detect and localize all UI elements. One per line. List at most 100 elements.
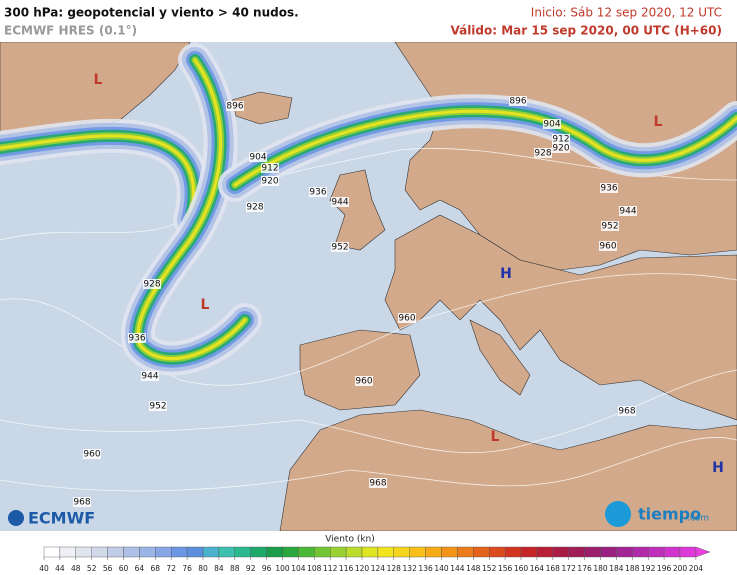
contour-label: 928 xyxy=(143,280,160,290)
legend-swatch xyxy=(489,546,506,558)
legend-tick-label: 80 xyxy=(198,564,208,573)
legend-swatch xyxy=(234,546,251,558)
logo-tiempo: tiempo .com xyxy=(605,501,709,527)
legend-tick-label: 144 xyxy=(450,564,465,573)
legend-tick-label: 140 xyxy=(434,564,449,573)
contour-label-bg xyxy=(599,241,617,251)
legend-swatch xyxy=(250,546,267,558)
legend-tick-label: 180 xyxy=(593,564,608,573)
legend-tick-label: 132 xyxy=(403,564,418,573)
logo-icon xyxy=(605,501,631,527)
legend-tick-label: 160 xyxy=(514,564,529,573)
pressure-center: L xyxy=(94,72,103,88)
legend-tick-label: 68 xyxy=(151,564,161,573)
contour-label-bg xyxy=(618,406,636,416)
legend-swatch xyxy=(552,546,569,558)
legend-tick-label: 148 xyxy=(466,564,481,573)
legend-swatch xyxy=(409,546,426,558)
legend-swatch xyxy=(504,546,522,558)
legend-tick-label: 164 xyxy=(530,564,545,573)
legend-tick-label: 44 xyxy=(55,564,65,573)
legend-tick-label: 124 xyxy=(371,564,386,573)
pressure-center: L xyxy=(491,429,500,445)
legend-tick-label: 136 xyxy=(418,564,433,573)
contour-label-bg xyxy=(600,183,618,193)
legend-tick-label: 104 xyxy=(291,564,306,573)
legend-swatch xyxy=(298,546,315,558)
contour-label: 920 xyxy=(261,177,278,187)
contour-label: 936 xyxy=(600,184,617,194)
contour-label: 960 xyxy=(83,450,100,460)
jet-streams xyxy=(0,43,737,376)
legend-arrow xyxy=(695,546,711,558)
legend-swatch xyxy=(616,546,633,558)
legend-tick-label: 40 xyxy=(39,564,49,573)
contour-label: 928 xyxy=(534,149,551,159)
legend-swatch xyxy=(91,546,108,558)
model: ECMWF HRES (0.1°) xyxy=(4,24,137,38)
map xyxy=(0,41,737,532)
contour-label: 944 xyxy=(331,198,348,208)
legend-tick-label: 92 xyxy=(246,564,256,573)
contour-label-bg xyxy=(398,313,416,323)
legend-tick-label: 200 xyxy=(673,564,688,573)
contour-label-bg xyxy=(246,202,264,212)
legend-tick-label: 60 xyxy=(119,564,129,573)
pressure-center: H xyxy=(500,266,512,282)
legend-swatch xyxy=(473,546,490,558)
legend-swatch xyxy=(377,546,394,558)
contour-label-bg xyxy=(534,148,552,158)
contour-label-bg xyxy=(261,163,279,173)
contour-label: 904 xyxy=(249,153,266,163)
logo-ecmwf: ECMWF xyxy=(8,509,95,528)
contour-label: 912 xyxy=(261,164,278,174)
contour-label: 960 xyxy=(355,377,372,387)
legend-tick-label: 156 xyxy=(498,564,513,573)
legend-swatch xyxy=(202,546,220,558)
legend-tick-label: 96 xyxy=(262,564,272,573)
legend-tick-label: 120 xyxy=(355,564,370,573)
contour-label: 936 xyxy=(309,188,326,198)
contour-label: 968 xyxy=(73,498,90,508)
legend-tick-label: 152 xyxy=(482,564,497,573)
iberia xyxy=(299,329,421,411)
jet-band xyxy=(0,134,196,222)
legend-swatch xyxy=(393,546,410,558)
contour-label: 912 xyxy=(552,135,569,145)
legend-swatch xyxy=(632,546,649,558)
contour-label-bg xyxy=(141,371,159,381)
legend-swatch xyxy=(314,546,331,558)
contour-label: 952 xyxy=(331,243,348,253)
legend-swatch xyxy=(139,546,156,558)
title: 300 hPa: geopotencial y viento > 40 nudo… xyxy=(4,6,299,20)
logo-text: ECMWF xyxy=(28,509,95,528)
contour-label-bg xyxy=(509,96,527,106)
contour-label: 968 xyxy=(618,407,635,417)
contour-label: 944 xyxy=(141,372,158,382)
italy xyxy=(469,319,531,396)
legend-tick-label: 64 xyxy=(135,564,145,573)
header-bg xyxy=(0,0,737,42)
contour-label: 952 xyxy=(601,222,618,232)
legend-tick-label: 76 xyxy=(182,564,192,573)
contour-label-bg xyxy=(355,376,373,386)
legend-swatch xyxy=(107,546,124,558)
legend-tick-label: 176 xyxy=(577,564,592,573)
legend-tick-label: 192 xyxy=(641,564,656,573)
legend-swatch xyxy=(584,546,601,558)
contour-label-bg xyxy=(73,497,91,507)
contour-label: 968 xyxy=(369,479,386,489)
contour-label-bg xyxy=(143,279,161,289)
legend-tick-label: 72 xyxy=(166,564,176,573)
legend-tick-label: 112 xyxy=(323,564,338,573)
contour-label-bg xyxy=(331,242,349,252)
contour-label-bg xyxy=(552,134,570,144)
legend-swatch xyxy=(663,546,681,558)
logo-icon xyxy=(8,510,24,526)
legend-tick-label: 56 xyxy=(103,564,113,573)
legend-swatch xyxy=(345,546,363,558)
legend-tick-label: 108 xyxy=(307,564,322,573)
contour-label-bg xyxy=(226,101,244,111)
